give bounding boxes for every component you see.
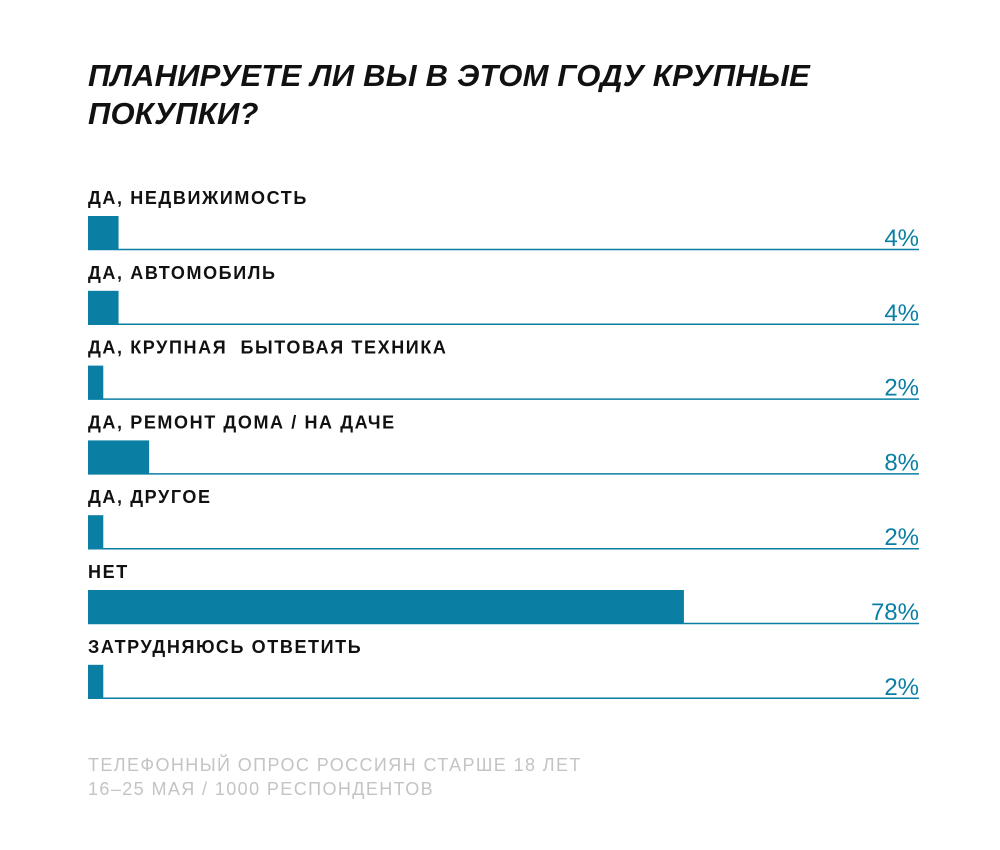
bar-row: ДА, ДРУГОЕ 2% [88, 487, 919, 551]
value-label: 4% [884, 300, 919, 327]
category-label: НЕТ [88, 562, 129, 582]
value-label: 2% [884, 524, 919, 551]
bar-row: ДА, НЕДВИЖИМОСТЬ 4% [88, 188, 919, 252]
footnote-line-2: 16–25 МАЯ / 1000 РЕСПОНДЕНТОВ [88, 779, 435, 799]
category-label: ДА, РЕМОНТ ДОМА / НА ДАЧЕ [88, 412, 396, 432]
value-label: 2% [884, 375, 919, 402]
bar [88, 365, 104, 400]
value-label: 8% [884, 449, 919, 476]
bar [88, 290, 119, 325]
category-label: ДА, КРУПНАЯ БЫТОВАЯ ТЕХНИКА [88, 338, 448, 358]
bar-row: ДА, РЕМОНТ ДОМА / НА ДАЧЕ 8% [88, 412, 919, 476]
bar [88, 515, 104, 550]
category-label: ЗАТРУДНЯЮСЬ ОТВЕТИТЬ [88, 637, 362, 657]
value-label: 4% [884, 225, 919, 252]
bar-row: НЕТ 78% [88, 562, 919, 626]
bar [88, 216, 119, 250]
value-label: 2% [884, 674, 919, 701]
category-label: ДА, АВТОМОБИЛЬ [88, 263, 277, 283]
chart-title: ПЛАНИРУЕТЕ ЛИ ВЫ В ЭТОМ ГОДУ КРУПНЫЕ ПОК… [88, 58, 811, 131]
bar [88, 664, 104, 699]
footnote: ТЕЛЕФОННЫЙ ОПРОС РОССИЯН СТАРШЕ 18 ЛЕТ 1… [88, 753, 582, 801]
value-label: 78% [871, 599, 919, 626]
bar-row: ЗАТРУДНЯЮСЬ ОТВЕТИТЬ 2% [88, 637, 919, 701]
bar [88, 590, 684, 624]
bar-row: ДА, КРУПНАЯ БЫТОВАЯ ТЕХНИКА 2% [88, 338, 919, 402]
footnote-line-1: ТЕЛЕФОННЫЙ ОПРОС РОССИЯН СТАРШЕ 18 ЛЕТ [88, 755, 582, 775]
bar-row: ДА, АВТОМОБИЛЬ 4% [88, 263, 919, 327]
bar [88, 440, 150, 475]
category-label: ДА, НЕДВИЖИМОСТЬ [88, 188, 308, 208]
category-label: ДА, ДРУГОЕ [88, 487, 212, 507]
